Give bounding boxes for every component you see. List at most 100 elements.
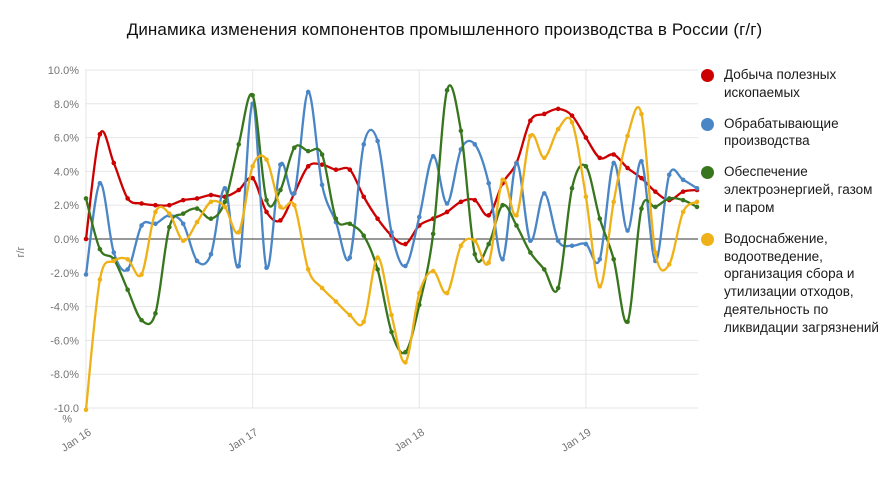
point-water-2017-07[interactable] <box>333 299 339 304</box>
point-manufacturing-2017-03[interactable] <box>278 162 283 167</box>
point-mining-2018-10[interactable] <box>541 111 547 117</box>
legend-item-water[interactable]: Водоснабжение, водоотведение, организаци… <box>701 230 883 337</box>
point-electricity-2016-05[interactable] <box>139 317 144 323</box>
point-water-2019-02[interactable] <box>597 284 603 289</box>
point-water-2016-06[interactable] <box>153 209 158 215</box>
point-mining-2019-08[interactable] <box>680 189 686 194</box>
point-manufacturing-2016-03[interactable] <box>111 250 117 255</box>
point-water-2019-04[interactable] <box>625 133 630 139</box>
point-water-2019-06[interactable] <box>653 250 658 255</box>
point-electricity-2018-09[interactable] <box>528 250 533 255</box>
point-electricity-2017-07[interactable] <box>333 216 339 222</box>
legend-item-electricity[interactable]: Обеспечение электроэнергией, газом и пар… <box>701 163 883 216</box>
point-electricity-2016-02[interactable] <box>97 246 103 252</box>
point-water-2016-11[interactable] <box>222 204 228 210</box>
point-water-2018-02[interactable] <box>430 268 436 274</box>
point-electricity-2018-06[interactable] <box>486 241 492 247</box>
point-water-2017-01[interactable] <box>250 164 255 169</box>
point-mining-2016-01[interactable] <box>83 236 89 242</box>
point-electricity-2016-04[interactable] <box>125 287 130 293</box>
point-electricity-2018-03[interactable] <box>444 87 450 93</box>
point-manufacturing-2019-02[interactable] <box>597 256 603 262</box>
point-electricity-2016-11[interactable] <box>222 199 228 205</box>
point-electricity-2018-07[interactable] <box>500 202 505 208</box>
point-manufacturing-2017-10[interactable] <box>375 138 380 144</box>
point-electricity-2019-09[interactable] <box>694 204 700 210</box>
series-line-water[interactable] <box>84 105 699 411</box>
point-water-2017-04[interactable] <box>292 202 297 208</box>
series-line-manufacturing[interactable] <box>84 90 699 276</box>
point-manufacturing-2019-09[interactable] <box>694 186 700 191</box>
point-mining-2017-10[interactable] <box>375 216 380 222</box>
point-mining-2017-09[interactable] <box>361 194 367 200</box>
point-mining-2018-06[interactable] <box>486 213 492 218</box>
point-mining-2019-05[interactable] <box>639 175 644 181</box>
point-electricity-2018-10[interactable] <box>541 267 547 272</box>
point-mining-2017-03[interactable] <box>278 218 283 223</box>
legend-item-manufacturing[interactable]: Обрабатывающие производства <box>701 115 883 151</box>
point-electricity-2019-04[interactable] <box>625 319 630 325</box>
point-manufacturing-2016-05[interactable] <box>139 223 144 228</box>
point-water-2018-10[interactable] <box>541 155 547 161</box>
point-manufacturing-2016-11[interactable] <box>222 186 228 191</box>
point-manufacturing-2019-03[interactable] <box>611 160 616 166</box>
point-mining-2016-05[interactable] <box>139 201 144 206</box>
point-water-2018-11[interactable] <box>555 126 561 132</box>
point-water-2019-08[interactable] <box>680 209 686 215</box>
point-water-2017-11[interactable] <box>389 312 394 318</box>
point-water-2019-03[interactable] <box>611 199 616 205</box>
point-manufacturing-2017-02[interactable] <box>264 265 269 271</box>
point-water-2019-09[interactable] <box>694 199 700 205</box>
point-manufacturing-2016-04[interactable] <box>125 267 130 272</box>
point-manufacturing-2016-09[interactable] <box>194 258 200 264</box>
point-water-2017-12[interactable] <box>403 360 408 365</box>
point-water-2018-03[interactable] <box>444 290 450 296</box>
point-water-2017-05[interactable] <box>305 267 311 272</box>
point-water-2018-09[interactable] <box>528 133 533 139</box>
point-manufacturing-2017-05[interactable] <box>305 89 311 95</box>
point-mining-2018-09[interactable] <box>528 118 533 123</box>
point-electricity-2017-05[interactable] <box>305 148 311 154</box>
point-mining-2018-11[interactable] <box>555 106 561 112</box>
point-manufacturing-2016-10[interactable] <box>208 251 214 257</box>
point-electricity-2018-02[interactable] <box>430 231 436 237</box>
point-manufacturing-2016-06[interactable] <box>153 221 158 227</box>
point-electricity-2017-08[interactable] <box>347 221 353 227</box>
point-water-2016-04[interactable] <box>125 256 130 262</box>
point-electricity-2016-12[interactable] <box>236 142 242 147</box>
point-manufacturing-2018-07[interactable] <box>500 256 505 262</box>
point-electricity-2017-11[interactable] <box>389 329 394 335</box>
point-manufacturing-2017-08[interactable] <box>347 255 353 260</box>
point-mining-2018-05[interactable] <box>472 197 478 203</box>
point-water-2016-05[interactable] <box>139 272 144 277</box>
point-water-2016-08[interactable] <box>180 238 186 243</box>
point-electricity-2019-03[interactable] <box>611 256 616 262</box>
point-mining-2016-03[interactable] <box>111 160 117 166</box>
point-mining-2017-01[interactable] <box>250 175 255 181</box>
point-mining-2017-12[interactable] <box>403 241 408 247</box>
point-electricity-2016-08[interactable] <box>180 211 186 216</box>
legend-item-mining[interactable]: Добыча полезных ископаемых <box>701 66 883 102</box>
point-manufacturing-2017-09[interactable] <box>361 142 367 147</box>
point-manufacturing-2017-04[interactable] <box>292 191 297 196</box>
point-water-2016-10[interactable] <box>208 199 214 205</box>
point-electricity-2017-01[interactable] <box>250 93 255 98</box>
point-electricity-2018-12[interactable] <box>569 186 575 191</box>
point-electricity-2018-08[interactable] <box>514 223 519 228</box>
point-mining-2017-07[interactable] <box>333 167 339 173</box>
point-electricity-2016-07[interactable] <box>167 224 172 230</box>
point-water-2019-01[interactable] <box>583 194 589 200</box>
point-manufacturing-2017-12[interactable] <box>403 263 408 269</box>
point-mining-2017-08[interactable] <box>347 167 353 173</box>
point-mining-2016-09[interactable] <box>194 196 200 201</box>
point-water-2018-12[interactable] <box>569 120 575 125</box>
point-manufacturing-2018-09[interactable] <box>528 238 533 243</box>
point-mining-2016-08[interactable] <box>180 197 186 203</box>
point-manufacturing-2017-06[interactable] <box>319 182 325 188</box>
point-electricity-2016-10[interactable] <box>208 216 214 222</box>
point-manufacturing-2018-10[interactable] <box>541 191 547 196</box>
point-manufacturing-2018-12[interactable] <box>569 243 575 249</box>
point-water-2018-05[interactable] <box>472 238 478 243</box>
point-electricity-2016-09[interactable] <box>194 206 200 211</box>
point-manufacturing-2016-12[interactable] <box>236 263 242 269</box>
